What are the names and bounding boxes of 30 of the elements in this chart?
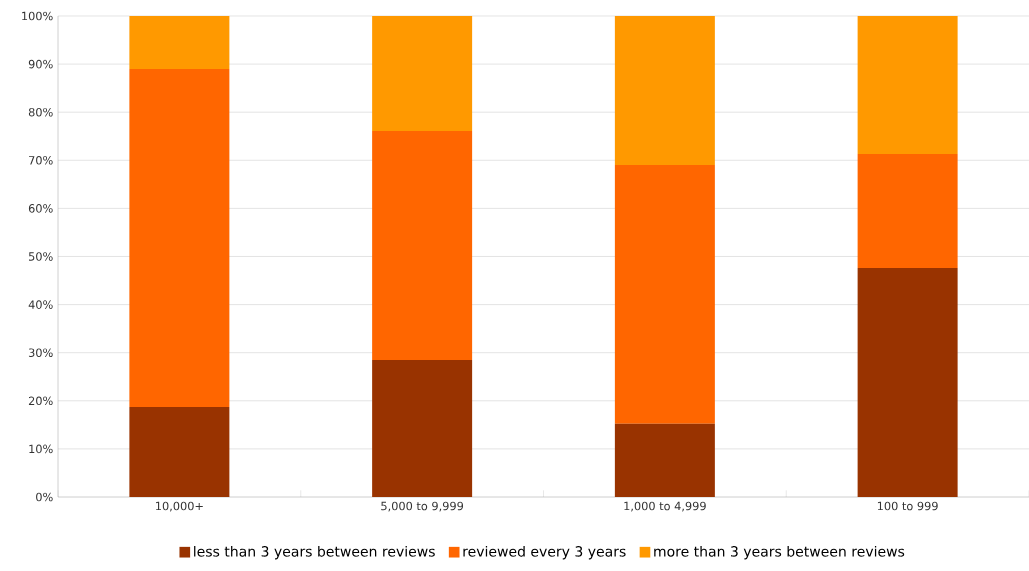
y-tick-label: 80% — [28, 107, 53, 117]
bar — [857, 154, 958, 269]
bar — [372, 359, 473, 497]
y-tick-label: 20% — [28, 396, 53, 406]
y-tick-label: 10% — [29, 444, 53, 454]
x-tick-label: 5,000 to 9,999 — [381, 501, 464, 512]
bar — [372, 16, 473, 131]
y-tick-label: 90% — [28, 59, 53, 69]
y-tick-label: 30% — [28, 348, 53, 357]
y-tick-label: 50% — [28, 252, 53, 261]
x-tick-label: 10,000+ — [156, 501, 203, 512]
y-tick-label: 0% — [36, 492, 53, 502]
bar — [614, 165, 715, 424]
x-tick-label: 1,000 to 4,999 — [624, 501, 706, 512]
x-tick-label: 100 to 999 — [877, 501, 938, 511]
bar — [129, 16, 230, 69]
legend-label: reviewed every 3 years — [463, 545, 626, 560]
legend-label: more than 3 years between reviews — [654, 545, 905, 560]
legend-label: less than 3 years between reviews — [194, 545, 435, 560]
bar — [614, 16, 715, 166]
bar — [614, 423, 715, 497]
bar — [129, 407, 230, 497]
bar — [857, 268, 958, 497]
bar — [857, 16, 958, 155]
y-tick-label: 70% — [29, 156, 53, 165]
y-tick-label: 40% — [28, 300, 53, 309]
y-tick-label: 60% — [28, 204, 53, 213]
bar — [372, 130, 473, 360]
y-tick-label: 100% — [22, 11, 53, 21]
bar — [129, 68, 230, 408]
